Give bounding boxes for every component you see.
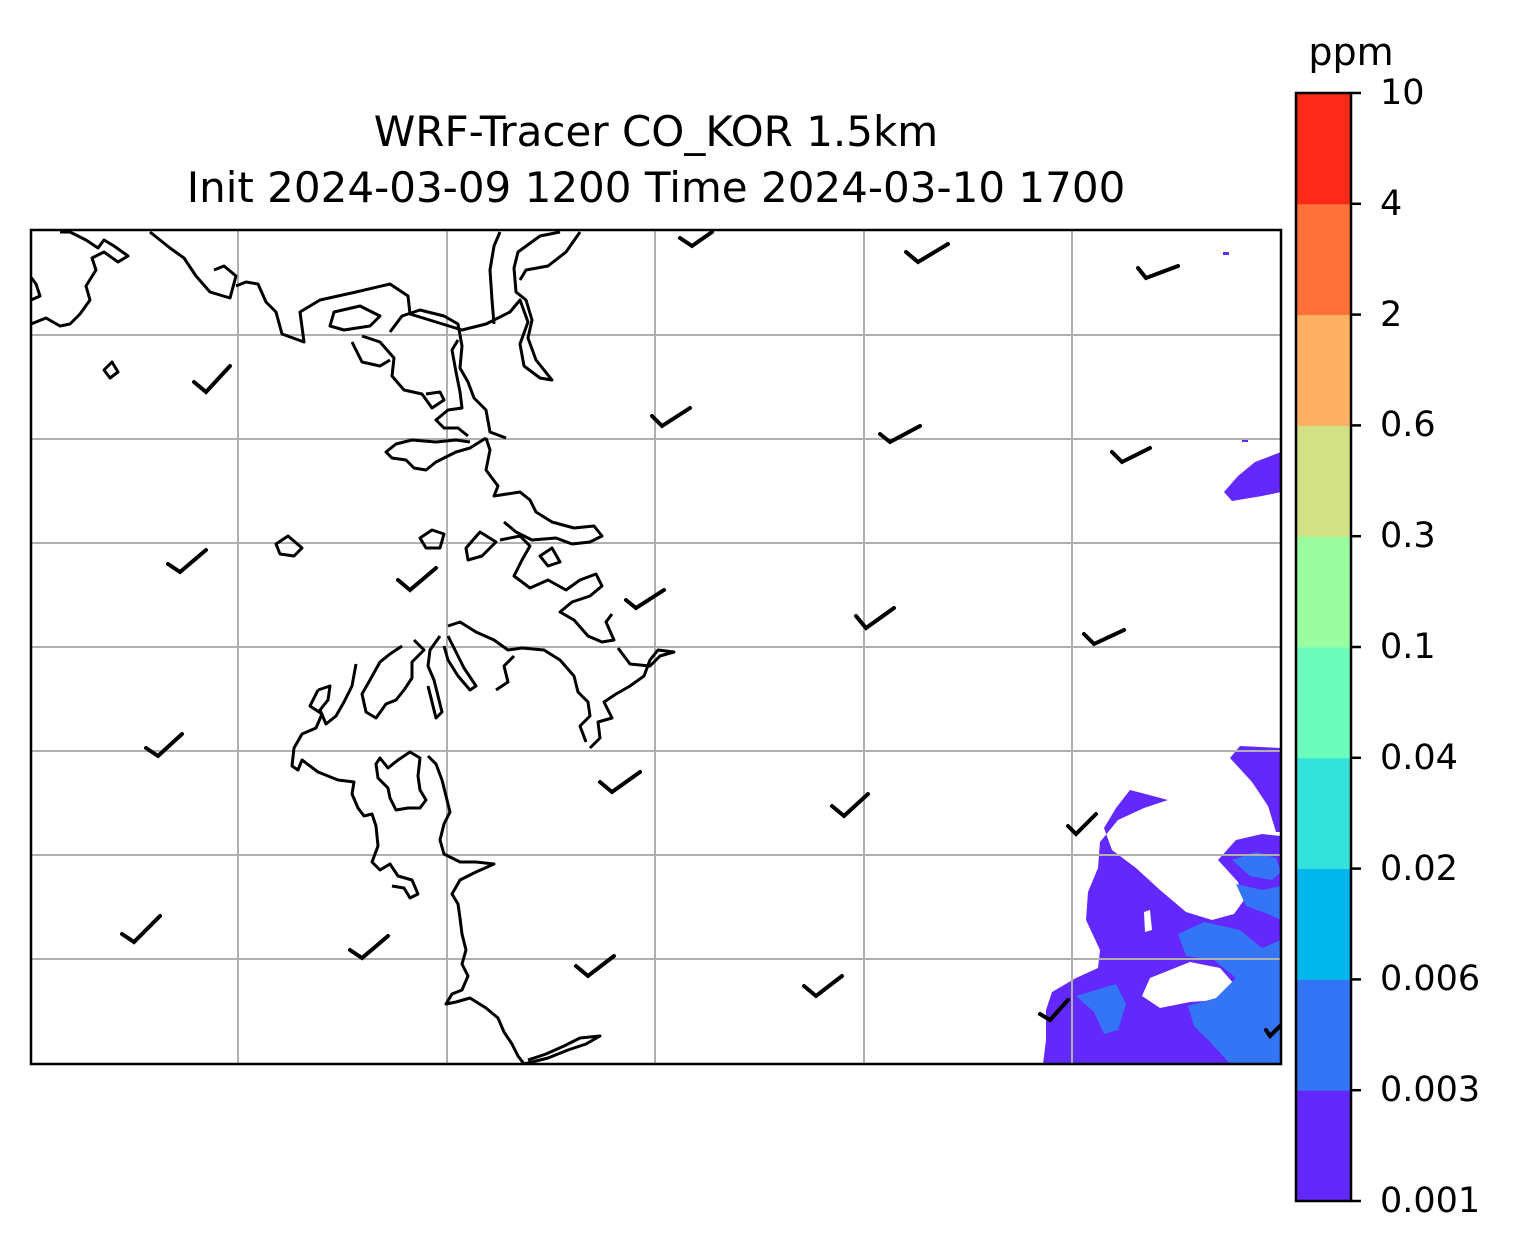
wind-barb <box>120 914 162 945</box>
tracer-patch-ne2 <box>1232 852 1281 880</box>
coastline-bay <box>350 334 446 410</box>
map-frame <box>29 228 1283 1066</box>
wind-barb <box>1038 998 1070 1023</box>
tracer-patch-e <box>1236 884 1281 920</box>
coastlines <box>31 230 676 1064</box>
coastline-estuary <box>384 436 487 472</box>
wind-barb <box>904 242 950 265</box>
colorbar <box>1294 91 1361 1203</box>
colorbar-segment <box>1296 314 1351 426</box>
wind-barb <box>1136 264 1180 281</box>
colorbar-unit-label: ppm <box>1308 30 1394 74</box>
colorbar-tick-label: 0.003 <box>1380 1070 1481 1111</box>
colorbar-tick-label: 0.3 <box>1380 516 1436 557</box>
coastline-west-islands <box>317 620 592 743</box>
gridlines <box>31 230 1281 1064</box>
wind-barb <box>574 954 616 979</box>
colorbar-segment <box>1296 203 1351 316</box>
colorbar-segment <box>1296 93 1351 205</box>
colorbar-segment <box>1296 647 1351 759</box>
tracer-patch-mid2 <box>1178 922 1281 1064</box>
chart-title-line2: Init 2024-03-09 1200 Time 2024-03-10 170… <box>186 163 1126 212</box>
tracer-patch-mid <box>1076 984 1126 1034</box>
wind-barb <box>598 770 642 795</box>
wind-barb <box>802 974 844 999</box>
colorbar-segment <box>1296 757 1351 870</box>
wind-barb <box>1110 446 1152 465</box>
colorbar-tick-label: 4 <box>1380 183 1403 224</box>
wind-barb <box>1264 1024 1282 1040</box>
wind-barb <box>1066 812 1098 837</box>
coastline-north <box>149 230 561 382</box>
colorbar-segment <box>1296 425 1351 537</box>
wind-barb <box>192 364 232 395</box>
wind-barb <box>830 792 870 819</box>
colorbar-tick-label: 0.006 <box>1380 959 1481 1000</box>
colorbar-tick-label: 0.6 <box>1380 405 1436 446</box>
tracer-dot-ne <box>1223 252 1229 255</box>
wind-barb <box>348 934 390 961</box>
colorbar-tick-label: 2 <box>1380 294 1403 335</box>
tracer-fill <box>1043 252 1281 1064</box>
colorbar-segment <box>1296 979 1351 1091</box>
coastline-south <box>523 1034 602 1064</box>
colorbar-segment <box>1296 536 1351 648</box>
coastline-peninsula <box>388 308 604 546</box>
chart-title-line1: WRF-Tracer CO_KOR 1.5km <box>373 107 939 156</box>
coastline-river <box>488 231 582 325</box>
wind-barb <box>144 732 184 759</box>
coastline-west-mid <box>499 534 676 750</box>
colorbar-tick-label: 0.04 <box>1380 737 1458 778</box>
wind-barb <box>650 406 692 429</box>
wind-barb <box>878 424 922 445</box>
colorbar-tick-label: 0.001 <box>1380 1181 1481 1221</box>
wind-barb <box>396 566 438 593</box>
coastline-islands <box>102 360 498 562</box>
coastline-sw <box>290 689 526 1064</box>
wind-barb <box>624 588 666 611</box>
tracer-hole <box>1144 910 1152 932</box>
wind-barb <box>1082 628 1126 647</box>
wind-barb <box>166 548 208 575</box>
tracer-patch-se <box>1043 746 1281 1064</box>
colorbar-segment <box>1296 868 1351 980</box>
tracer-patch-ne <box>1224 452 1281 501</box>
colorbar-tick-label: 0.02 <box>1380 848 1458 889</box>
colorbar-segment <box>1296 1090 1351 1202</box>
colorbar-tick-label: 10 <box>1380 73 1425 113</box>
wind-barbs <box>120 230 1282 1040</box>
wind-barb <box>854 606 896 631</box>
colorbar-tick-label: 0.1 <box>1380 627 1436 667</box>
wind-barb <box>678 230 714 249</box>
coastline-lake <box>328 304 382 332</box>
coastline-nw <box>31 230 130 328</box>
